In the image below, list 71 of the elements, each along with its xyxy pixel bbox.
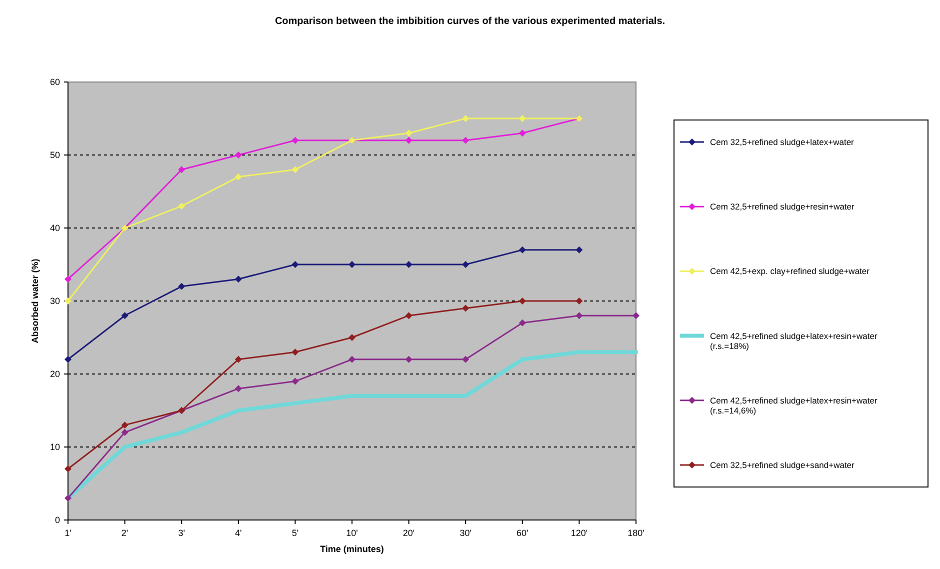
x-tick-label: 1': [64, 528, 72, 538]
point: [348, 334, 356, 341]
point: [576, 312, 583, 320]
point: [518, 246, 526, 254]
point: [234, 385, 242, 392]
legend-label: Cem 42,5+exp. clay+refined sludge+water: [710, 266, 870, 276]
point: [518, 130, 526, 137]
legend-label: Cem 32,5+refined sludge+resin+water: [710, 202, 855, 212]
x-tick-label: 2': [121, 528, 128, 538]
x-tick-label: 5': [292, 528, 299, 538]
point: [348, 261, 356, 268]
point: [292, 166, 299, 174]
x-tick-label: 20': [402, 528, 415, 538]
legend-label: Cem 32,5+refined sludge+sand+water: [710, 460, 855, 470]
point: [405, 136, 412, 144]
point: [234, 152, 242, 158]
legend-label: Cem 32,5+refined sludge+latex+water: [710, 136, 854, 147]
y-tick-label: 30: [50, 296, 60, 306]
point: [121, 422, 128, 429]
point: [405, 130, 412, 137]
point: [518, 319, 526, 326]
point: [178, 282, 186, 290]
point: [462, 115, 470, 122]
y-tick-label: 10: [50, 442, 60, 452]
y-tick-label: 20: [50, 369, 60, 380]
x-tick-label: 120': [570, 528, 588, 538]
point: [405, 261, 412, 268]
point: [234, 173, 242, 180]
y-tick-label: 60: [50, 77, 60, 88]
point: [462, 356, 470, 363]
point: [178, 166, 186, 174]
point: [462, 261, 470, 268]
point: [64, 494, 72, 502]
point: [405, 356, 412, 363]
x-tick-label: 60': [516, 528, 529, 538]
point: [576, 298, 583, 304]
point: [518, 115, 526, 122]
point: [64, 356, 72, 363]
point: [462, 304, 470, 312]
point: [292, 348, 299, 356]
point: [64, 465, 72, 472]
x-tick-label: 10': [346, 528, 358, 538]
point: [178, 202, 186, 210]
point: [292, 136, 299, 144]
y-axis-title: Absorbed water (%): [30, 258, 40, 344]
x-axis-title: Time (minutes): [320, 544, 384, 554]
point: [292, 261, 299, 268]
point: [518, 298, 526, 304]
legend-label: Cem 42,5+refined sludge+latex+resin+water (r.s.=18%): [710, 330, 878, 351]
x-tick-label: 4': [235, 528, 242, 538]
point: [462, 136, 470, 144]
y-tick-label: 50: [50, 150, 60, 160]
x-tick-label: 180': [628, 528, 645, 538]
point: [64, 276, 72, 283]
y-tick-label: 40: [50, 223, 60, 234]
point: [234, 356, 242, 363]
point: [64, 298, 72, 304]
point: [348, 356, 356, 363]
point: [576, 246, 583, 254]
point: [234, 276, 242, 283]
point: [121, 312, 128, 320]
chart-title: Comparison between the imbibition curves of the various experimented materials.: [274, 16, 666, 27]
point: [121, 428, 128, 436]
line-series: [66, 350, 638, 500]
x-tick-label: 3': [178, 528, 186, 538]
point: [405, 312, 412, 320]
y-tick-label: 0: [54, 515, 60, 526]
legend-label: Cem 42,5+refined sludge+latex+resin+water (r.s.=14,6%): [710, 395, 878, 416]
point: [292, 378, 299, 385]
x-tick-label: 30': [460, 528, 472, 538]
point: [632, 312, 640, 320]
